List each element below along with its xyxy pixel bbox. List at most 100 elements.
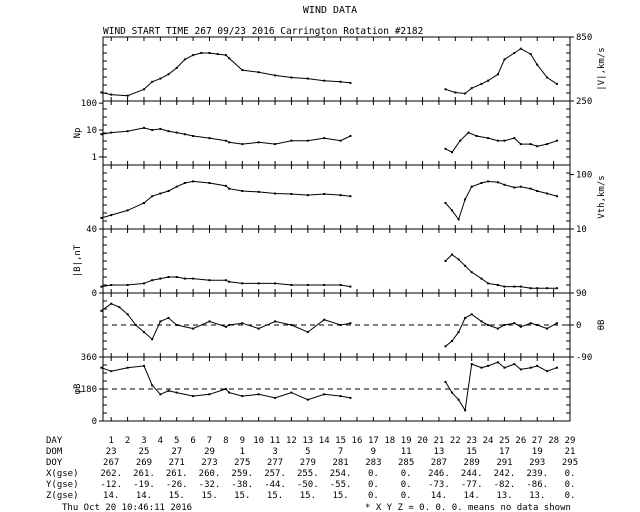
data-point <box>496 73 499 76</box>
data-point <box>457 218 460 221</box>
y-axis-label: |B|,nT <box>73 244 83 277</box>
data-point <box>224 139 227 142</box>
data-point <box>451 151 453 154</box>
data-point <box>339 324 342 326</box>
table-row-label: Y(gse) <box>46 480 79 490</box>
data-point <box>339 139 342 142</box>
data-point <box>519 47 522 50</box>
table-cell: 14. <box>103 491 119 501</box>
y-tick-label: 100 <box>81 99 97 109</box>
day-label: 9 <box>240 436 245 446</box>
data-point <box>496 181 499 184</box>
data-point <box>555 139 558 142</box>
footer-timestamp: Thu Oct 20 10:46:11 2016 <box>62 503 192 512</box>
data-point <box>451 209 453 212</box>
table-row-label: X(gse) <box>46 469 79 479</box>
day-label: 23 <box>466 436 477 446</box>
data-point <box>306 331 309 334</box>
table-cell: 13. <box>496 491 512 501</box>
data-point <box>306 284 309 286</box>
data-point <box>241 322 244 325</box>
data-point <box>159 277 162 280</box>
data-point <box>228 187 231 190</box>
data-point <box>208 182 211 184</box>
table-cell: 281 <box>332 458 348 468</box>
table-cell: -82. <box>494 480 516 490</box>
data-point <box>546 327 549 330</box>
data-point <box>167 130 170 133</box>
data-point <box>444 345 447 348</box>
table-cell: 271 <box>169 458 185 468</box>
table-cell: 257. <box>264 469 286 479</box>
data-point <box>274 282 277 285</box>
data-point <box>496 139 499 142</box>
day-label: 1 <box>108 436 113 446</box>
data-point <box>126 284 129 286</box>
data-point <box>274 74 277 77</box>
data-point <box>546 192 549 195</box>
data-point <box>183 182 186 184</box>
table-cell: 267 <box>103 458 119 468</box>
day-label: 6 <box>190 436 195 446</box>
data-point <box>536 324 539 326</box>
day-label: 28 <box>548 436 559 446</box>
y-tick-label: 10 <box>86 126 97 136</box>
data-point <box>274 143 277 146</box>
data-point <box>175 185 178 188</box>
data-point <box>192 395 195 398</box>
data-point <box>167 73 170 76</box>
data-point <box>457 258 460 261</box>
table-cell: 27 <box>171 447 182 457</box>
panel-2: 100 10 Vth,km/s <box>100 164 607 235</box>
data-point <box>151 129 154 131</box>
table-cell: 287 <box>431 458 447 468</box>
data-point <box>208 279 211 282</box>
table-cell: 5 <box>305 447 310 457</box>
day-label: 26 <box>515 436 526 446</box>
data-point <box>143 88 145 91</box>
data-point <box>143 282 145 285</box>
data-point <box>175 324 178 326</box>
data-point <box>519 325 522 328</box>
table-cell: 275 <box>234 458 250 468</box>
data-point <box>257 71 260 74</box>
data-point <box>444 202 447 204</box>
table-cell: 21 <box>565 447 576 457</box>
data-point <box>459 139 462 142</box>
data-point <box>143 126 145 129</box>
data-point <box>323 193 326 195</box>
table-cell: -12. <box>100 480 122 490</box>
y-axis-label: Vth,km/s <box>597 175 607 218</box>
table-cell: -55. <box>330 480 352 490</box>
data-point <box>513 363 516 366</box>
data-point <box>167 389 170 392</box>
table-cell: 19 <box>532 447 543 457</box>
data-point <box>274 396 277 399</box>
table-cell: 279 <box>300 458 316 468</box>
data-point <box>444 260 447 262</box>
data-point <box>208 393 211 396</box>
data-point <box>192 277 195 280</box>
data-point <box>555 195 558 198</box>
data-point <box>487 282 490 285</box>
data-point <box>519 185 522 188</box>
data-point <box>110 214 113 217</box>
data-point <box>257 141 260 144</box>
data-point <box>183 58 186 61</box>
series-trace <box>445 132 558 153</box>
panel-frame <box>102 228 571 294</box>
table-row-label: DAY <box>46 436 63 446</box>
data-point <box>241 69 244 72</box>
y-tick-label: 10 <box>576 225 587 235</box>
y-tick-label: 90 <box>576 289 587 299</box>
data-point <box>126 313 129 316</box>
data-point <box>126 209 129 212</box>
data-point <box>487 137 490 140</box>
table-cell: 239. <box>526 469 548 479</box>
table-cell: 291 <box>496 458 512 468</box>
data-point <box>192 54 195 57</box>
table-cell: 0. <box>565 491 576 501</box>
data-point <box>208 137 211 140</box>
table-cell: 11 <box>401 447 412 457</box>
table-row-label: Z(gse) <box>46 491 79 501</box>
